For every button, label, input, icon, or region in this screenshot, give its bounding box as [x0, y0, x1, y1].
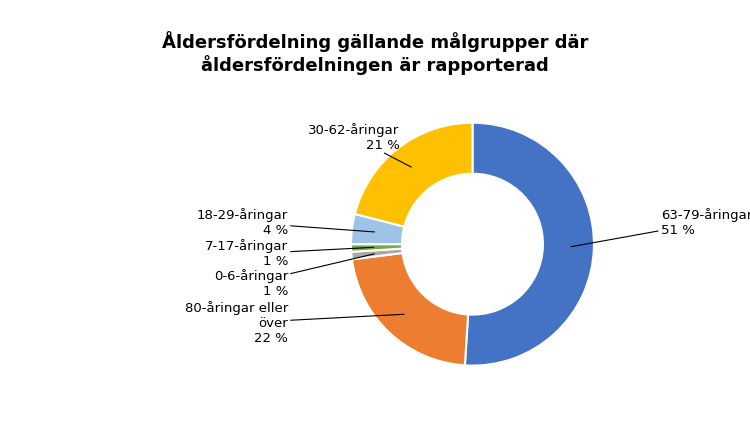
Wedge shape: [352, 253, 468, 365]
Text: 80-åringar eller
över
22 %: 80-åringar eller över 22 %: [184, 301, 404, 345]
Text: 63-79-åringar
51 %: 63-79-åringar 51 %: [572, 208, 750, 247]
Wedge shape: [351, 244, 402, 252]
Text: 18-29-åringar
4 %: 18-29-åringar 4 %: [196, 208, 374, 237]
Text: 30-62-åringar
21 %: 30-62-åringar 21 %: [308, 123, 411, 167]
Text: 0-6-åringar
1 %: 0-6-åringar 1 %: [214, 254, 374, 297]
Wedge shape: [465, 123, 594, 366]
Text: Åldersfördelning gällande målgrupper där
åldersfördelningen är rapporterad: Åldersfördelning gällande målgrupper där…: [162, 31, 588, 75]
Wedge shape: [351, 214, 404, 244]
Wedge shape: [355, 123, 472, 227]
Wedge shape: [351, 249, 403, 259]
Text: 7-17-åringar
1 %: 7-17-åringar 1 %: [205, 239, 374, 269]
